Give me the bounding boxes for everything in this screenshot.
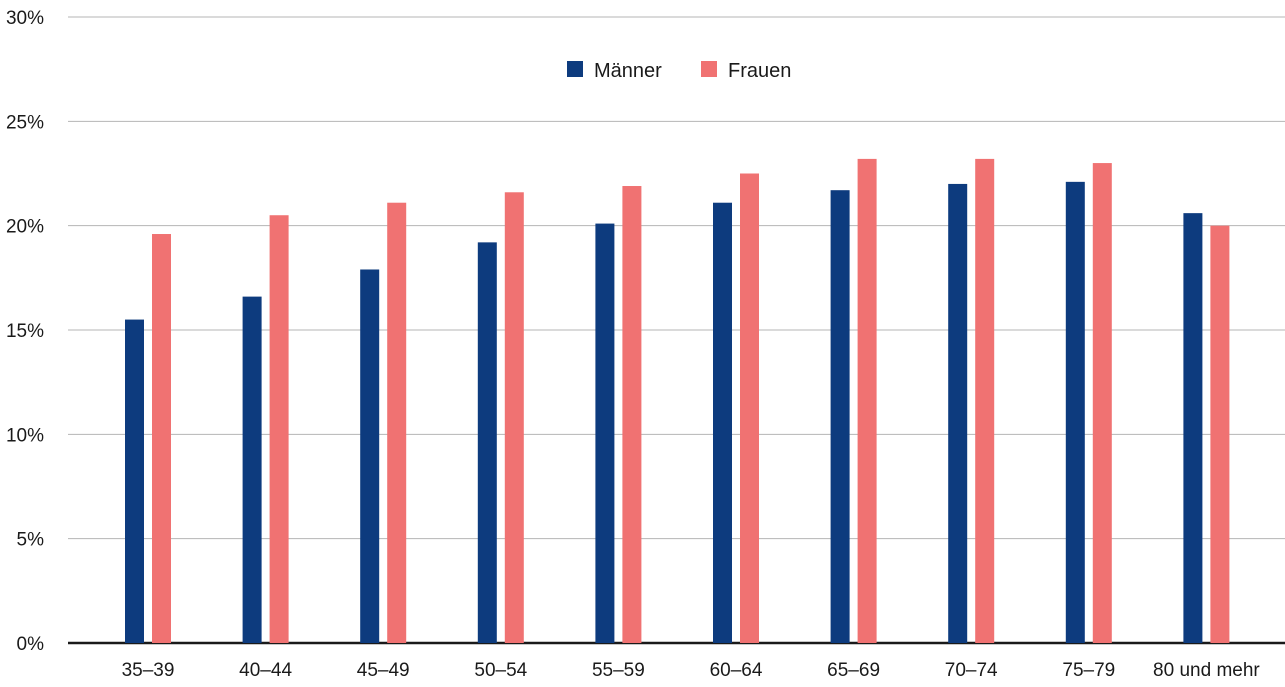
bar-frauen	[1210, 225, 1230, 643]
legend-label: Frauen	[728, 60, 791, 82]
bar-frauen	[152, 234, 171, 643]
x-tick-label: 50–54	[474, 660, 527, 681]
y-tick-label: 15%	[6, 321, 44, 342]
bar-maenner	[830, 190, 850, 643]
bar-maenner	[477, 242, 497, 644]
x-tick-label: 40–44	[239, 660, 292, 681]
bar-maenner	[595, 223, 615, 643]
bar-frauen	[975, 158, 995, 644]
x-tick-label: 75–79	[1062, 660, 1115, 681]
y-tick-label: 5%	[17, 530, 45, 551]
bar-maenner	[1183, 213, 1203, 643]
x-tick-label: 60–64	[710, 660, 763, 681]
bar-frauen	[1092, 163, 1112, 644]
x-tick-label: 70–74	[945, 660, 998, 681]
y-tick-label: 25%	[6, 112, 44, 133]
legend: Männer Frauen	[567, 60, 791, 82]
x-tick-label: 65–69	[827, 660, 880, 681]
x-tick-label: 80 und mehr	[1153, 660, 1260, 681]
x-tick-label: 45–49	[357, 660, 410, 681]
y-tick-label: 10%	[6, 425, 44, 446]
bar-maenner	[242, 296, 262, 643]
y-tick-label: 0%	[17, 634, 45, 655]
y-tick-label: 30%	[6, 8, 44, 29]
bar-frauen	[504, 192, 524, 643]
bar-frauen	[857, 158, 877, 644]
bar-maenner	[1065, 181, 1085, 643]
x-axis-ticks: 35–39 40–44 45–49 50–54 55–59 60–64 65–69 70–74…	[122, 660, 1261, 681]
bar-maenner	[713, 202, 732, 644]
bar-maenner	[125, 319, 144, 643]
bar-frauen	[269, 215, 289, 643]
legend-swatch	[567, 61, 583, 77]
x-tick-label: 55–59	[592, 660, 645, 681]
legend-swatch	[701, 61, 717, 77]
x-tick-label: 35–39	[122, 660, 175, 681]
y-axis-ticks: 0% 5% 10% 15% 20% 25% 30%	[6, 8, 44, 655]
legend-label: Männer	[594, 60, 662, 82]
bar-maenner	[360, 269, 380, 643]
bar-frauen	[622, 186, 642, 643]
bars	[125, 158, 1230, 644]
bar-frauen	[387, 202, 407, 644]
bar-maenner	[948, 183, 968, 643]
bar-frauen	[740, 173, 759, 643]
y-tick-label: 20%	[6, 217, 44, 238]
